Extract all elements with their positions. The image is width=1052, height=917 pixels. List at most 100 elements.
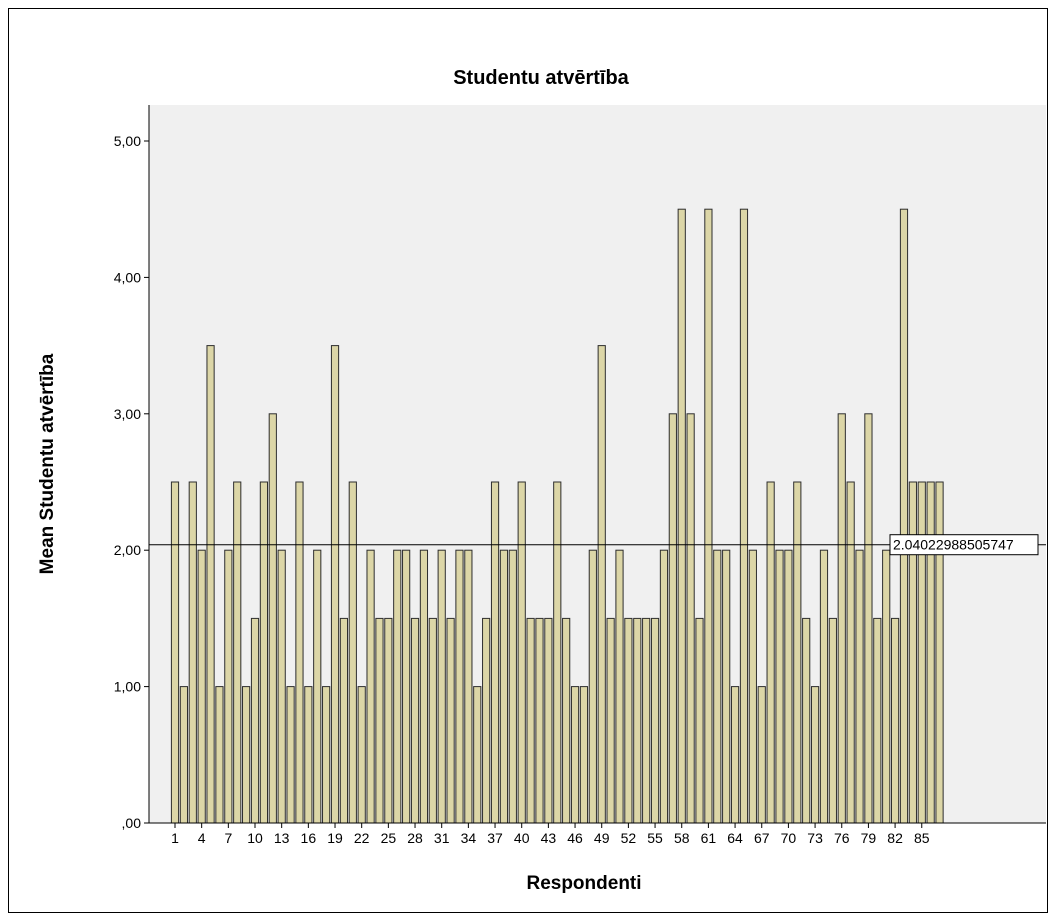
bar-5	[206, 345, 215, 824]
bar-14	[286, 686, 295, 824]
bar-17	[313, 549, 322, 824]
mean-reference-label-group: 2.04022988505747	[889, 534, 1039, 556]
bar-61	[704, 208, 713, 824]
x-tick-label: 55	[647, 830, 663, 846]
bar-86	[926, 481, 935, 824]
bar-42	[535, 617, 544, 824]
bar-28	[410, 617, 420, 824]
bar-2	[179, 686, 188, 824]
bar-8	[233, 481, 242, 824]
bar-87	[935, 481, 944, 824]
bar-77	[846, 481, 855, 824]
bar-19	[330, 345, 340, 824]
bar-10	[250, 617, 260, 824]
x-tick-label: 73	[807, 830, 823, 846]
bar-82	[890, 617, 900, 824]
bar-36	[482, 617, 491, 824]
bar-75	[828, 617, 837, 824]
bar-49	[597, 345, 606, 824]
bar-35	[473, 686, 482, 824]
chart-title: Studentu atvērtība	[453, 67, 629, 89]
bar-31	[437, 549, 446, 824]
bar-33	[455, 549, 464, 824]
bar-23	[366, 549, 375, 824]
x-tick-label: 7	[224, 830, 232, 846]
x-tick-label: 49	[594, 830, 610, 846]
x-tick-label: 31	[434, 830, 450, 846]
bar-46	[570, 686, 580, 824]
bar-68	[766, 481, 775, 824]
x-axis-title: Respondenti	[526, 873, 641, 894]
bar-7	[224, 549, 233, 824]
bar-65	[739, 208, 749, 824]
bar-79	[864, 413, 873, 824]
y-tick-label: 5,00	[114, 133, 141, 149]
bar-29	[419, 549, 429, 824]
bar-24	[375, 617, 384, 824]
x-tick-label: 28	[407, 830, 423, 846]
bar-45	[562, 617, 571, 824]
bar-78	[855, 549, 864, 824]
x-tick-label: 85	[914, 830, 930, 846]
bar-85	[917, 481, 926, 824]
bar-55	[650, 617, 660, 824]
x-tick-label: 34	[461, 830, 477, 846]
x-tick-label: 76	[834, 830, 850, 846]
bar-39	[508, 549, 517, 824]
bar-62	[713, 549, 722, 824]
x-tick-label: 67	[754, 830, 770, 846]
x-tick-label: 1	[171, 830, 179, 846]
mean-reference-label: 2.04022988505747	[893, 537, 1014, 553]
bar-71	[793, 481, 802, 824]
bar-48	[588, 549, 597, 824]
bar-40	[517, 481, 526, 824]
bar-15	[295, 481, 304, 824]
bar-72	[802, 617, 811, 824]
x-tick-label: 64	[727, 830, 743, 846]
bar-70	[784, 549, 793, 824]
bar-30	[428, 617, 437, 824]
x-tick-label: 52	[621, 830, 637, 846]
bar-50	[606, 617, 615, 824]
bar-4	[197, 549, 206, 824]
bar-43	[544, 617, 553, 824]
bar-80	[873, 617, 882, 824]
bar-32	[446, 617, 455, 824]
bar-76	[837, 413, 846, 824]
bar-37	[490, 481, 500, 824]
bar-84	[908, 481, 917, 824]
chart-svg: 2.04022988505747 ,00 1,00 2,00 3,00 4,00 5,00…	[37, 67, 1046, 894]
x-tick-label: 82	[887, 830, 903, 846]
bar-13	[277, 549, 286, 824]
bar-66	[748, 549, 757, 824]
bar-18	[322, 686, 331, 824]
bar-51	[615, 549, 624, 824]
bar-67	[757, 686, 766, 824]
chart-frame: 2.04022988505747 ,00 1,00 2,00 3,00 4,00 5,00…	[8, 8, 1048, 913]
bar-3	[188, 481, 197, 824]
bar-64	[730, 686, 740, 824]
x-tick-label: 79	[861, 830, 877, 846]
x-tick-label: 70	[781, 830, 797, 846]
x-tick-label: 25	[381, 830, 397, 846]
x-tick-label: 19	[327, 830, 343, 846]
bar-16	[304, 686, 313, 824]
bar-25	[384, 617, 393, 824]
y-tick-label: 1,00	[114, 679, 141, 695]
bar-74	[819, 549, 829, 824]
x-tick-label: 58	[674, 830, 690, 846]
bar-83	[899, 208, 909, 824]
x-tick-label: 43	[541, 830, 557, 846]
bar-34	[464, 549, 473, 824]
x-tick-label: 4	[198, 830, 206, 846]
bar-59	[686, 413, 695, 824]
bar-27	[402, 549, 411, 824]
x-tick-label: 10	[247, 830, 263, 846]
y-tick-label: 4,00	[114, 269, 141, 285]
x-tick-label: 61	[701, 830, 717, 846]
bar-26	[393, 549, 402, 824]
bar-11	[259, 481, 269, 824]
x-tick-label: 46	[567, 830, 583, 846]
axes-group: ,00 1,00 2,00 3,00 4,00 5,00 1 4 7 10 13 16 19 22 25 28…	[114, 105, 1046, 846]
bar-60	[695, 617, 704, 824]
